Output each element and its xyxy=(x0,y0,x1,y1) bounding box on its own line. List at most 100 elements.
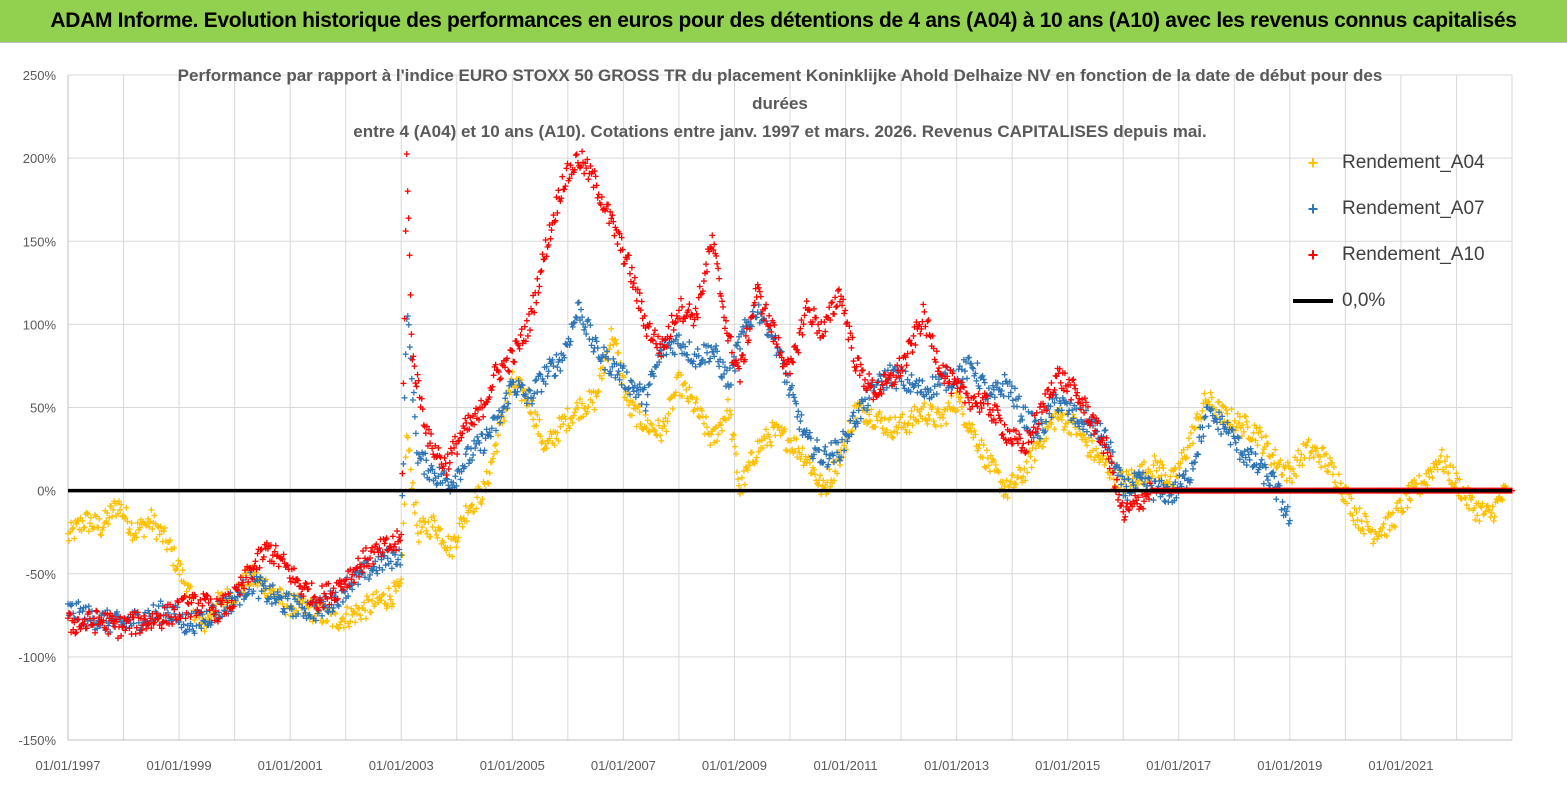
marker-Rendement_A04 xyxy=(569,419,576,426)
marker-Rendement_A07 xyxy=(255,595,262,602)
marker-Rendement_A10 xyxy=(444,451,451,458)
marker-Rendement_A04 xyxy=(540,446,547,453)
marker-Rendement_A04 xyxy=(981,463,988,470)
marker-Rendement_A04 xyxy=(778,424,785,431)
marker-Rendement_A04 xyxy=(824,479,831,486)
marker-Rendement_A07 xyxy=(470,451,477,458)
marker-Rendement_A10 xyxy=(585,176,592,183)
marker-Rendement_A04 xyxy=(431,517,438,524)
marker-Rendement_A04 xyxy=(995,469,1002,476)
marker-Rendement_A04 xyxy=(1081,431,1088,438)
y-tick-label: 150% xyxy=(23,234,57,249)
marker-Rendement_A04 xyxy=(838,446,845,453)
marker-Rendement_A10 xyxy=(254,550,261,557)
marker-Rendement_A10 xyxy=(542,236,549,243)
marker-Rendement_A07 xyxy=(409,396,416,403)
marker-Rendement_A04 xyxy=(187,583,194,590)
marker-Rendement_A10 xyxy=(831,311,838,318)
marker-Rendement_A04 xyxy=(1024,469,1031,476)
marker-Rendement_A04 xyxy=(344,604,351,611)
marker-Rendement_A04 xyxy=(1370,540,1377,547)
marker-Rendement_A10 xyxy=(94,608,101,615)
marker-Rendement_A04 xyxy=(647,420,654,427)
marker-Rendement_A07 xyxy=(1150,497,1157,504)
marker-Rendement_A04 xyxy=(78,527,85,534)
marker-Rendement_A04 xyxy=(1216,398,1223,405)
marker-Rendement_A04 xyxy=(1356,505,1363,512)
marker-Rendement_A04 xyxy=(98,532,105,539)
marker-Rendement_A04 xyxy=(520,386,527,393)
marker-Rendement_A04 xyxy=(409,479,416,486)
marker-Rendement_A04 xyxy=(341,618,348,625)
marker-Rendement_A10 xyxy=(132,630,139,637)
marker-Rendement_A04 xyxy=(727,411,734,418)
marker-Rendement_A04 xyxy=(980,442,987,449)
marker-Rendement_A07 xyxy=(553,351,560,358)
marker-Rendement_A07 xyxy=(483,426,490,433)
y-tick-label: -50% xyxy=(26,567,57,582)
x-tick-label: 01/01/1999 xyxy=(147,758,212,773)
marker-Rendement_A04 xyxy=(109,513,116,520)
marker-Rendement_A04 xyxy=(817,472,824,479)
marker-Rendement_A04 xyxy=(179,567,186,574)
marker-Rendement_A04 xyxy=(397,580,404,587)
marker-Rendement_A04 xyxy=(867,417,874,424)
marker-Rendement_A07 xyxy=(76,609,83,616)
marker-Rendement_A10 xyxy=(534,275,541,282)
marker-Rendement_A04 xyxy=(543,445,550,452)
marker-Rendement_A10 xyxy=(490,372,497,379)
marker-Rendement_A10 xyxy=(394,528,401,535)
marker-Rendement_A04 xyxy=(1489,503,1496,510)
marker-Rendement_A04 xyxy=(934,405,941,412)
marker-Rendement_A04 xyxy=(905,420,912,427)
marker-Rendement_A10 xyxy=(185,600,192,607)
marker-Rendement_A04 xyxy=(937,422,944,429)
marker-Rendement_A07 xyxy=(684,351,691,358)
marker-Rendement_A04 xyxy=(591,406,598,413)
marker-Rendement_A04 xyxy=(254,582,261,589)
marker-Rendement_A04 xyxy=(1048,421,1055,428)
marker-Rendement_A04 xyxy=(128,520,135,527)
marker-Rendement_A04 xyxy=(656,422,663,429)
marker-Rendement_A10 xyxy=(1025,439,1032,446)
marker-Rendement_A04 xyxy=(423,527,430,534)
y-tick-label: 50% xyxy=(30,401,56,416)
marker-Rendement_A04 xyxy=(1476,518,1483,525)
marker-Rendement_A04 xyxy=(1151,452,1158,459)
marker-Rendement_A04 xyxy=(731,443,738,450)
marker-Rendement_A07 xyxy=(529,400,536,407)
marker-Rendement_A04 xyxy=(1266,453,1273,460)
marker-Rendement_A04 xyxy=(156,531,163,538)
marker-Rendement_A07 xyxy=(694,346,701,353)
marker-Rendement_A10 xyxy=(1113,476,1120,483)
marker-Rendement_A10 xyxy=(252,558,259,565)
marker-Rendement_A04 xyxy=(954,407,961,414)
marker-Rendement_A04 xyxy=(494,448,501,455)
marker-Rendement_A04 xyxy=(451,533,458,540)
marker-Rendement_A10 xyxy=(399,470,406,477)
y-tick-label: 250% xyxy=(23,68,57,83)
marker-Rendement_A04 xyxy=(445,533,452,540)
marker-Rendement_A04 xyxy=(96,515,103,522)
marker-Rendement_A04 xyxy=(459,523,466,530)
marker-Rendement_A04 xyxy=(555,437,562,444)
marker-Rendement_A04 xyxy=(69,525,76,532)
marker-Rendement_A04 xyxy=(906,429,913,436)
marker-Rendement_A04 xyxy=(437,525,444,532)
marker-Rendement_A04 xyxy=(574,404,581,411)
marker-Rendement_A10 xyxy=(413,383,420,390)
marker-Rendement_A04 xyxy=(704,424,711,431)
marker-Rendement_A10 xyxy=(921,308,928,315)
marker-Rendement_A04 xyxy=(469,501,476,508)
marker-Rendement_A04 xyxy=(1491,513,1498,520)
marker-Rendement_A04 xyxy=(775,423,782,430)
marker-Rendement_A07 xyxy=(408,375,415,382)
marker-Rendement_A07 xyxy=(339,598,346,605)
marker-Rendement_A04 xyxy=(224,586,231,593)
marker-Rendement_A04 xyxy=(455,534,462,541)
marker-Rendement_A04 xyxy=(114,510,121,517)
marker-Rendement_A04 xyxy=(276,585,283,592)
marker-Rendement_A10 xyxy=(537,269,544,276)
series-Rendement_A04 xyxy=(65,325,1510,635)
marker-Rendement_A04 xyxy=(667,395,674,402)
